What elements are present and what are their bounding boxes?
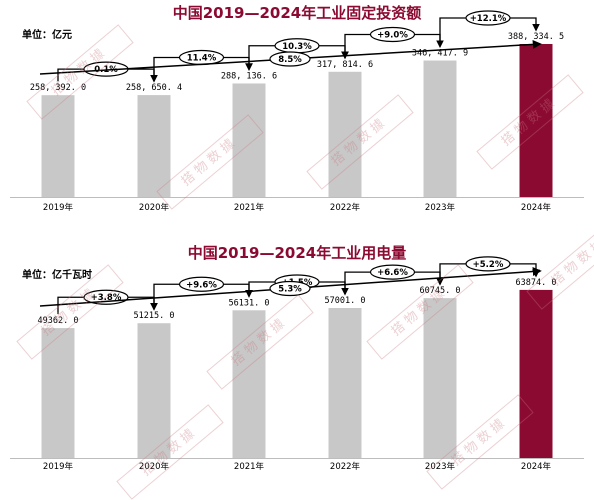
growth-label-3: +6.6% — [377, 268, 408, 278]
bar-2 — [232, 310, 266, 458]
tick-label-5: 2024年 — [521, 461, 552, 472]
tick-label-0: 2019年 — [43, 461, 74, 472]
overall-growth-label: 5.3% — [278, 285, 302, 295]
chart-title: 中国2019—2024年工业固定投资额 — [172, 4, 422, 22]
value-label-1: 51215. 0 — [134, 311, 175, 321]
value-label-1: 258, 650. 4 — [126, 83, 182, 93]
overall-growth-label: 8.5% — [278, 55, 302, 65]
growth-badge-3 — [369, 26, 416, 43]
electricity-chart: 中国2019—2024年工业用电量 单位：亿千瓦时 49362. 0 2019年 5… — [0, 240, 594, 483]
value-label-5: 63874. 0 — [516, 278, 557, 288]
bar-2 — [232, 83, 266, 197]
growth-label-2: 10.3% — [282, 42, 312, 52]
value-label-3: 57001. 0 — [325, 296, 366, 306]
tick-label-4: 2023年 — [425, 461, 456, 472]
growth-badge-3 — [369, 264, 416, 280]
bar-3 — [328, 307, 362, 458]
growth-label-3: +9.0% — [377, 31, 408, 41]
investment-chart-plot: 258, 392. 0 2019年 258, 650. 4 2020年 288, 136… — [10, 10, 584, 213]
bar-4 — [423, 60, 457, 197]
value-label-0: 49362. 0 — [38, 316, 79, 326]
tick-label-3: 2022年 — [330, 202, 361, 213]
value-label-0: 258, 392. 0 — [30, 83, 86, 93]
tick-label-2: 2021年 — [234, 461, 265, 472]
tick-label-4: 2023年 — [425, 202, 456, 213]
value-label-2: 56131. 0 — [229, 298, 270, 308]
bar-1 — [137, 95, 171, 197]
investment-chart: 中国2019—2024年工业固定投资额 单位：亿元 258, 392. 0 201… — [0, 0, 594, 240]
bar-4 — [423, 298, 457, 458]
bar-5 — [519, 289, 553, 458]
growth-badge-4 — [465, 10, 511, 26]
electricity-chart-plot: 49362. 0 2019年 51215. 0 2020年 56131. 0 2021年 5… — [10, 256, 584, 472]
value-label-4: 60745. 0 — [420, 286, 461, 296]
tick-label-5: 2024年 — [521, 202, 552, 213]
tick-label-2: 2021年 — [234, 202, 265, 213]
value-label-2: 288, 136. 6 — [221, 71, 277, 81]
growth-label-4: +12.1% — [470, 14, 507, 24]
growth-label-4: +5.2% — [473, 260, 504, 270]
growth-label-1: +9.6% — [186, 280, 217, 290]
bar-3 — [328, 71, 362, 197]
bar-0 — [41, 328, 75, 458]
unit-label: 单位：亿千瓦时 — [22, 270, 92, 281]
tick-label-1: 2020年 — [139, 461, 170, 472]
growth-badge-4 — [465, 256, 511, 272]
bar-1 — [137, 323, 171, 458]
value-label-4: 346, 417. 9 — [412, 49, 468, 59]
growth-badge-1 — [178, 276, 225, 292]
bar-0 — [41, 95, 75, 197]
value-label-5: 388, 334. 5 — [508, 32, 564, 42]
unit-label: 单位：亿元 — [22, 30, 72, 41]
tick-label-0: 2019年 — [43, 202, 74, 213]
growth-label-1: 11.4% — [187, 53, 217, 63]
growth-label-0: +3.8% — [91, 293, 122, 303]
tick-label-1: 2020年 — [139, 202, 170, 213]
tick-label-3: 2022年 — [330, 461, 361, 472]
overall-growth-badge — [269, 280, 311, 297]
overall-growth-badge — [269, 51, 311, 67]
chart-title: 中国2019—2024年工业用电量 — [187, 244, 407, 262]
bar-5 — [519, 43, 553, 197]
value-label-3: 317, 814. 6 — [317, 60, 373, 70]
